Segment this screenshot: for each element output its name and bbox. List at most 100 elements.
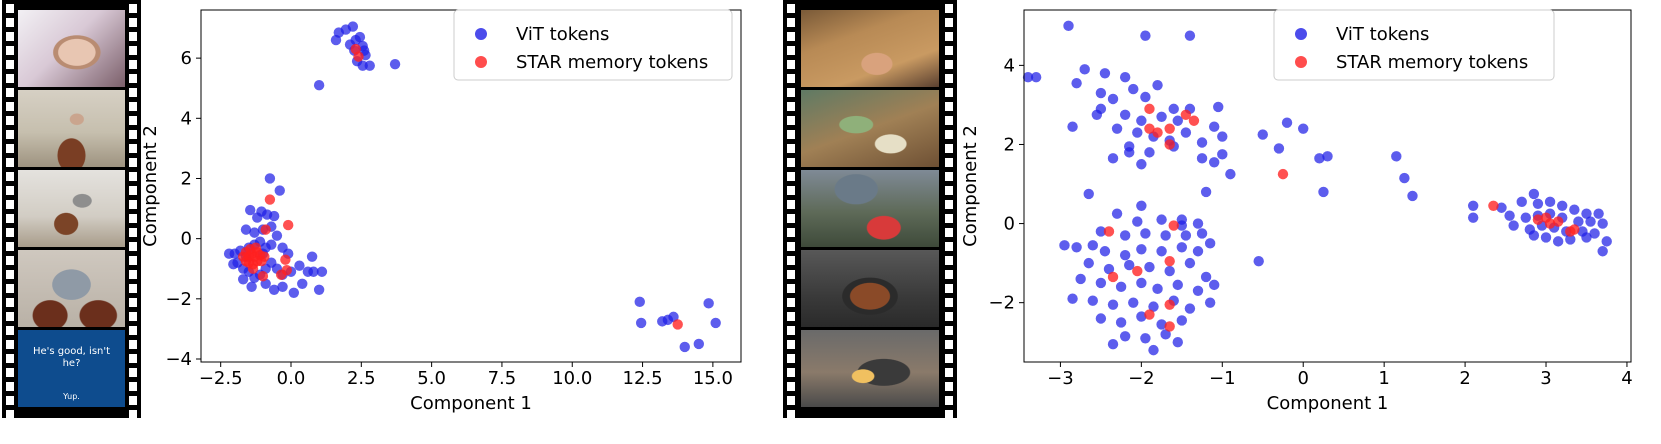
legend-label-star: STAR memory tokens [1336, 52, 1528, 73]
vit-token-point [1196, 153, 1208, 164]
x-tick-label: 5.0 [417, 368, 446, 389]
sprocket-hole [945, 396, 953, 405]
star-memory-token-point [264, 194, 276, 205]
sprocket-hole [129, 88, 137, 97]
vit-token-point [1597, 246, 1608, 257]
vit-token-point [703, 298, 714, 309]
star-memory-token-point [1164, 299, 1175, 310]
star-memory-token-point [237, 251, 249, 262]
vit-token-point [1132, 216, 1143, 227]
vit-token-point [1148, 301, 1159, 312]
vit-token-point [1067, 121, 1078, 132]
x-tick-label: −2.5 [199, 368, 243, 389]
x-tick-label: 10.0 [552, 368, 592, 389]
vit-token-point [1467, 212, 1479, 223]
caption-line: he? [62, 358, 81, 369]
sprocket-hole [129, 298, 137, 307]
sprocket-hole [787, 158, 795, 167]
sprocket-hole [787, 256, 795, 265]
video-frame-drummer-bongos-closeup [18, 250, 125, 327]
y-axis-label: Component 2 [140, 125, 161, 247]
vit-token-point [1140, 30, 1151, 41]
vit-token-point [1152, 283, 1163, 295]
sprocket-hole [6, 298, 14, 307]
vit-token-point [264, 173, 276, 184]
vit-token-point [1467, 200, 1479, 211]
star-memory-token-point [1132, 265, 1143, 277]
sprocket-hole [129, 228, 137, 237]
y-tick-label: 0 [181, 229, 192, 250]
vit-token-point [1192, 285, 1204, 297]
x-tick-label: 2.5 [347, 368, 376, 389]
scatter-plot-right: −3 −2 −1 0 1 2 3 4 −2 0 2 4 Component 1 Component 2 Vi… [960, 9, 1633, 414]
sprocket-hole [787, 298, 795, 307]
legend-marker-vit [475, 28, 487, 40]
sprocket-hole [787, 354, 795, 363]
vit-token-point [1281, 117, 1293, 128]
sprocket-hole [945, 18, 953, 27]
x-axis-label: Component 1 [1267, 393, 1389, 414]
vit-token-point [1119, 250, 1131, 261]
vit-token-point [1144, 147, 1155, 158]
vit-token-point [1322, 151, 1333, 162]
legend-label-vit: ViT tokens [516, 24, 609, 45]
vit-token-point [1601, 236, 1612, 247]
vit-token-point [347, 21, 359, 32]
sprocket-hole [6, 172, 14, 181]
x-tick-label: 2 [1459, 368, 1470, 389]
vit-token-point [316, 266, 328, 277]
sprocket-hole [787, 60, 795, 69]
vit-token-point [1160, 230, 1171, 241]
sprocket-hole [945, 284, 953, 293]
sprocket-hole [129, 172, 137, 181]
vit-token-point [1107, 339, 1119, 350]
vit-token-point [1557, 200, 1568, 211]
sprocket-hole [6, 242, 14, 251]
vit-token-point [1136, 200, 1147, 211]
vit-token-point [1184, 30, 1196, 41]
legend-label-vit: ViT tokens [1336, 24, 1429, 45]
vit-token-point [330, 34, 342, 46]
vit-token-point [1099, 246, 1111, 257]
video-frame-chopping-vegetables [801, 90, 939, 167]
video-frame-cutting-board-knife [801, 10, 939, 87]
vit-token-point [1030, 72, 1042, 83]
vit-token-point [1111, 123, 1123, 134]
vit-token-point [1071, 77, 1082, 89]
star-memory-token-point [1532, 214, 1544, 225]
vit-token-point [1107, 153, 1119, 164]
sprocket-hole [129, 340, 137, 349]
sprocket-hole [129, 242, 137, 251]
star-memory-token-point [1168, 220, 1179, 231]
star-memory-token-point [1144, 123, 1155, 134]
vit-token-point [1528, 230, 1540, 241]
sprocket-hole [6, 396, 14, 405]
sprocket-hole [129, 270, 137, 279]
sprocket-hole [945, 354, 953, 363]
y-tick-label: 4 [181, 108, 192, 129]
star-memory-token-point [353, 51, 364, 62]
vit-token-point [266, 239, 277, 250]
vit-token-point [1508, 220, 1519, 231]
legend: ViT tokens STAR memory tokens [453, 9, 733, 81]
vit-token-point [277, 281, 288, 292]
video-frame-stirring-pot [801, 330, 939, 407]
star-memory-token-point [1488, 200, 1499, 211]
star-memory-token-point [260, 224, 271, 235]
sprocket-hole [787, 270, 795, 279]
sprocket-hole [945, 256, 953, 265]
y-tick-label: −2 [988, 293, 1015, 314]
vit-token-point [1119, 230, 1131, 241]
y-tick-label: 0 [1004, 214, 1015, 235]
sprocket-hole [129, 4, 137, 13]
vit-token-point [1103, 263, 1115, 275]
vit-token-point [1087, 295, 1098, 306]
sprocket-hole [129, 326, 137, 335]
x-tick-label: −3 [1047, 368, 1074, 389]
sprocket-hole [787, 116, 795, 125]
vit-token-point [1168, 103, 1179, 115]
sprocket-hole [6, 130, 14, 139]
vit-token-point [1176, 220, 1188, 231]
vit-token-point [1156, 111, 1167, 122]
vit-token-point [1176, 315, 1188, 326]
